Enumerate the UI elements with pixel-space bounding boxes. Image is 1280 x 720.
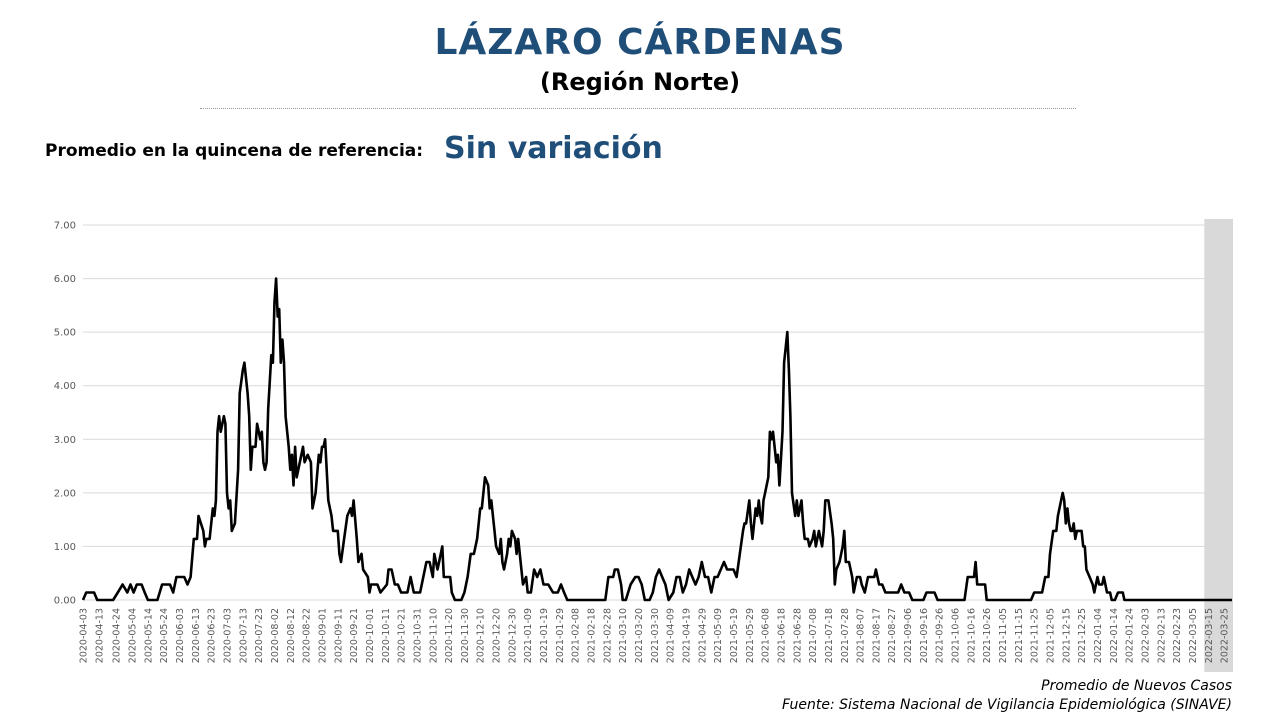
x-tick-label: 2020-10-11 (381, 608, 392, 663)
x-tick-label: 2021-02-18 (587, 608, 598, 663)
x-tick-label: 2021-07-08 (808, 608, 819, 663)
x-tick-label: 2020-06-13 (191, 608, 202, 663)
x-tick-label: 2022-03-25 (1220, 608, 1231, 663)
x-tick-label: 2021-02-08 (571, 608, 582, 663)
x-tick-label: 2021-10-26 (982, 608, 993, 663)
x-tick-label: 2020-09-21 (349, 608, 360, 663)
x-tick-label: 2020-04-03 (79, 608, 90, 663)
x-tick-label: 2021-09-16 (919, 608, 930, 663)
x-tick-label: 2020-07-13 (238, 608, 249, 663)
x-tick-label: 2020-12-30 (507, 608, 518, 663)
x-tick-label: 2020-04-24 (112, 608, 123, 663)
x-tick-label: 2021-09-26 (935, 608, 946, 663)
page-subtitle: (Región Norte) (539, 68, 741, 96)
x-tick-label: 2021-03-20 (634, 608, 645, 663)
x-tick-label: 2021-07-28 (840, 608, 851, 663)
x-tick-label: 2021-08-27 (887, 608, 898, 663)
x-tick-label: 2021-06-08 (761, 608, 772, 663)
x-tick-label: 2021-04-09 (666, 608, 677, 663)
x-tick-label: 2021-11-05 (998, 608, 1009, 663)
y-tick-label: 1.00 (54, 542, 76, 553)
title-divider (200, 108, 1076, 109)
x-tick-label: 2021-12-15 (1061, 608, 1072, 663)
x-tick-label: 2020-11-30 (460, 608, 471, 663)
y-tick-label: 3.00 (54, 435, 76, 446)
x-tick-label: 2022-03-05 (1188, 608, 1199, 663)
x-tick-label: 2020-09-01 (317, 608, 328, 663)
x-tick-label: 2021-10-06 (951, 608, 962, 663)
source-note: Fuente: Sistema Nacional de Vigilancia E… (782, 697, 1232, 713)
x-tick-label: 2022-02-13 (1156, 608, 1167, 663)
y-tick-label: 4.00 (54, 381, 76, 392)
x-tick-label: 2021-03-30 (650, 608, 661, 663)
x-tick-label: 2021-08-07 (856, 608, 867, 663)
x-tick-label: 2021-09-06 (903, 608, 914, 663)
x-tick-label: 2021-01-29 (555, 608, 566, 663)
x-tick-label: 2020-05-04 (128, 608, 139, 663)
series-label: Promedio de Nuevos Casos (1041, 678, 1232, 694)
reference-label: Promedio en la quincena de referencia: (45, 141, 424, 161)
cases-line-chart: 0.00 1.00 2.00 3.00 4.00 5.00 6.00 7.00 2020-04-… (54, 219, 1233, 672)
x-tick-label: 2020-07-23 (254, 608, 265, 663)
y-tick-label: 6.00 (54, 274, 76, 285)
x-tick-label: 2020-07-03 (223, 608, 234, 663)
x-tick-label: 2020-04-13 (94, 608, 105, 663)
x-tick-label: 2021-11-25 (1030, 608, 1041, 663)
x-tick-label: 2021-03-10 (618, 608, 629, 663)
y-tick-label: 7.00 (54, 221, 76, 232)
reference-value: Sin variación (444, 131, 663, 166)
x-tick-label: 2021-04-29 (697, 608, 708, 663)
x-tick-label: 2020-10-21 (397, 608, 408, 663)
page-title: LÁZARO CÁRDENAS (434, 22, 846, 63)
shaded-period (1204, 219, 1233, 672)
x-tick-label: 2021-04-19 (681, 608, 692, 663)
x-tick-label: 2020-08-12 (286, 608, 297, 663)
x-tick-label: 2020-11-10 (428, 608, 439, 663)
x-tick-label: 2021-02-28 (602, 608, 613, 663)
x-tick-label: 2020-12-10 (476, 608, 487, 663)
x-tick-label: 2020-09-11 (333, 608, 344, 663)
x-tick-label: 2021-12-25 (1077, 608, 1088, 663)
x-tick-label: 2020-10-31 (412, 608, 423, 663)
x-tick-label: 2022-02-23 (1172, 608, 1183, 663)
x-tick-label: 2020-06-23 (207, 608, 218, 663)
x-tick-label: 2020-11-20 (444, 608, 455, 663)
x-tick-label: 2021-10-16 (966, 608, 977, 663)
x-tick-label: 2021-06-18 (776, 608, 787, 663)
x-tick-label: 2020-05-24 (159, 608, 170, 663)
x-tick-label: 2021-12-05 (1045, 608, 1056, 663)
y-tick-label: 5.00 (54, 328, 76, 339)
x-tick-label: 2021-01-19 (539, 608, 550, 663)
y-tick-label: 0.00 (54, 596, 76, 607)
y-tick-label: 2.00 (54, 488, 76, 499)
x-tick-label: 2021-08-17 (871, 608, 882, 663)
x-tick-label: 2021-11-15 (1014, 608, 1025, 663)
x-tick-label: 2021-07-18 (824, 608, 835, 663)
x-tick-label: 2022-03-15 (1204, 608, 1215, 663)
x-tick-label: 2021-05-19 (729, 608, 740, 663)
x-tick-label: 2020-12-20 (492, 608, 503, 663)
x-tick-label: 2020-06-03 (175, 608, 186, 663)
x-tick-label: 2022-02-03 (1140, 608, 1151, 663)
series-line (81, 277, 1232, 602)
x-tick-label: 2020-08-22 (302, 608, 313, 663)
x-tick-label: 2020-05-14 (143, 608, 154, 663)
x-tick-label: 2022-01-24 (1125, 608, 1136, 663)
x-tick-label: 2020-10-01 (365, 608, 376, 663)
x-tick-label: 2022-01-04 (1093, 608, 1104, 663)
x-tick-label: 2021-06-28 (792, 608, 803, 663)
x-tick-label: 2021-05-09 (713, 608, 724, 663)
x-tick-label: 2021-01-09 (523, 608, 534, 663)
x-tick-label: 2020-08-02 (270, 608, 281, 663)
x-tick-label: 2022-01-14 (1109, 608, 1120, 663)
x-tick-label: 2021-05-29 (745, 608, 756, 663)
